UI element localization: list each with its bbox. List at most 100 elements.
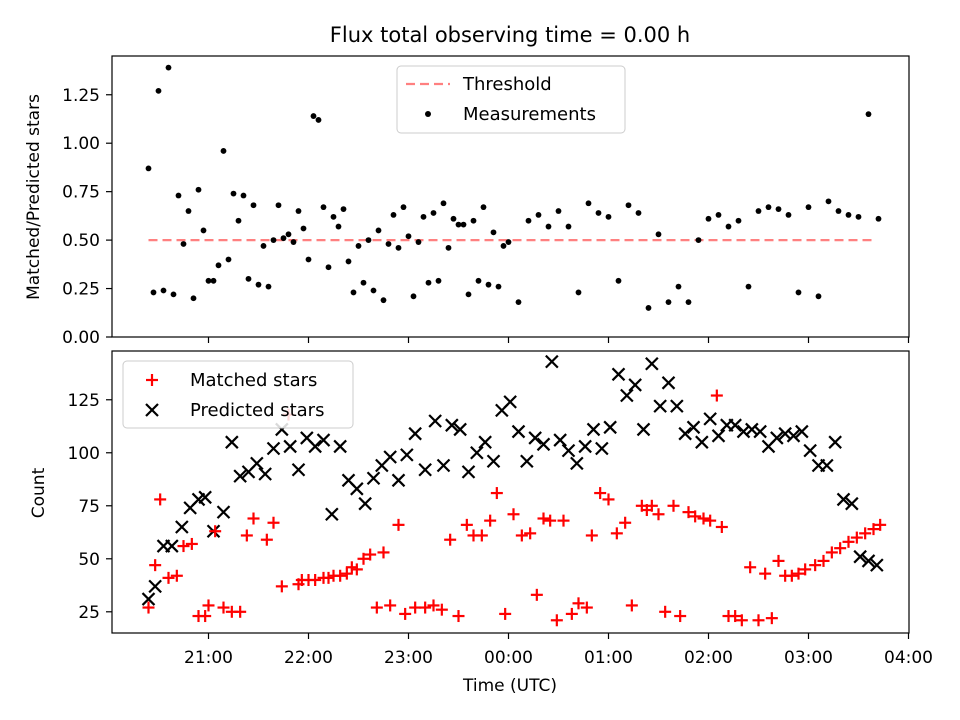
measurement-point	[360, 279, 367, 286]
matched-star-marker	[645, 499, 658, 512]
legend-matched-label: Matched stars	[190, 370, 317, 391]
measurement-point	[385, 241, 392, 247]
top-y-tick-label: 0.00	[62, 328, 100, 348]
measurement-point	[230, 190, 237, 197]
measurement-point	[260, 243, 267, 249]
top-legend: Threshold Measurements	[396, 65, 626, 134]
x-tick-label: 00:00	[484, 648, 533, 668]
matched-star-marker	[659, 605, 672, 618]
matched-star-marker	[427, 599, 440, 612]
measurement-point	[485, 281, 492, 288]
measurement-point	[865, 111, 872, 118]
matched-star-marker	[735, 614, 748, 627]
x-tick-label: 21:00	[184, 648, 233, 668]
matched-star-marker	[689, 510, 702, 523]
measurement-point	[825, 198, 832, 205]
matched-star-marker	[340, 567, 353, 580]
x-tick-label: 23:00	[384, 648, 433, 668]
measurement-point	[375, 227, 382, 234]
measurement-point	[370, 287, 377, 294]
measurement-point	[205, 277, 212, 284]
measurement-point	[615, 277, 622, 284]
legend-predicted-swatch	[145, 403, 159, 417]
predicted-star-marker	[436, 458, 451, 473]
bottom-x-ticks: 21:00 22:00 23:00 00:00 01:00 02:00 03:00 04:00	[184, 633, 933, 668]
matched-star-marker	[704, 514, 717, 527]
measurement-point	[455, 221, 462, 228]
predicted-star-marker	[165, 539, 179, 553]
matched-star-marker	[674, 610, 687, 623]
measurement-point	[625, 202, 632, 209]
predicted-star-marker	[628, 378, 642, 392]
measurement-point	[300, 225, 307, 232]
predicted-star-marker	[670, 399, 684, 413]
matched-star-marker	[834, 542, 847, 555]
measurement-point	[555, 208, 562, 214]
measurement-point	[215, 262, 222, 269]
matched-star-marker	[499, 607, 512, 620]
predicted-star-marker	[728, 418, 742, 432]
matched-star-marker	[809, 559, 822, 572]
predicted-star-marker	[400, 448, 414, 462]
measurement-point	[410, 293, 417, 300]
predicted-star-marker	[316, 433, 331, 447]
measurement-point	[490, 229, 497, 236]
matched-star-marker	[580, 601, 593, 614]
predicted-star-marker	[861, 554, 876, 568]
measurement-point	[365, 237, 372, 244]
predicted-star-marker	[695, 435, 709, 449]
predicted-star-marker	[570, 456, 584, 471]
measurement-point	[585, 200, 592, 207]
predicted-star-marker	[545, 354, 559, 369]
matched-star-marker	[572, 597, 585, 610]
bottom-legend-box	[122, 360, 354, 429]
matched-star-marker	[154, 493, 167, 506]
measurement-point	[245, 275, 252, 282]
predicted-star-marker	[503, 395, 517, 409]
measurement-point	[335, 223, 342, 230]
measurement-point	[345, 258, 352, 265]
measurement-point	[415, 239, 422, 245]
measurement-point	[635, 210, 642, 216]
measurement-point	[715, 212, 722, 218]
matched-star-marker	[515, 529, 528, 542]
matched-star-marker	[275, 580, 288, 593]
matched-star-marker	[544, 514, 557, 527]
predicted-star-marker	[845, 496, 859, 511]
predicted-star-marker	[198, 490, 212, 505]
predicted-star-marker	[291, 462, 306, 477]
measurement-point	[705, 215, 712, 222]
matched-star-marker	[744, 561, 757, 574]
measurement-point	[195, 186, 202, 193]
predicted-star-marker	[470, 445, 484, 460]
matched-star-marker	[619, 516, 632, 529]
matched-star-marker	[177, 540, 190, 553]
matched-star-marker	[507, 508, 520, 521]
matched-star-marker	[444, 533, 457, 546]
predicted-star-marker	[528, 431, 542, 445]
measurement-point	[275, 202, 282, 209]
measurement-point	[460, 221, 467, 228]
measurement-point	[225, 256, 232, 263]
measurement-point	[775, 206, 782, 212]
matched-star-marker	[759, 567, 772, 580]
predicted-star-marker	[853, 549, 867, 564]
x-tick-label: 22:00	[284, 648, 333, 668]
predicted-star-marker	[478, 435, 492, 449]
measurement-point	[685, 299, 692, 306]
matched-star-marker	[550, 614, 563, 627]
measurement-point	[765, 204, 772, 211]
measurement-point	[355, 243, 362, 249]
measurement-point	[290, 239, 297, 245]
matched-star-marker	[867, 523, 880, 536]
matched-star-marker	[209, 525, 222, 538]
predicted-star-marker	[511, 424, 526, 439]
measurement-point	[285, 231, 292, 238]
measurement-point	[280, 235, 287, 242]
measurement-point	[805, 204, 812, 211]
predicted-star-marker	[828, 435, 842, 449]
matched-star-marker	[817, 554, 830, 567]
predicted-star-marker	[803, 443, 817, 458]
predicted-star-marker	[778, 426, 792, 441]
